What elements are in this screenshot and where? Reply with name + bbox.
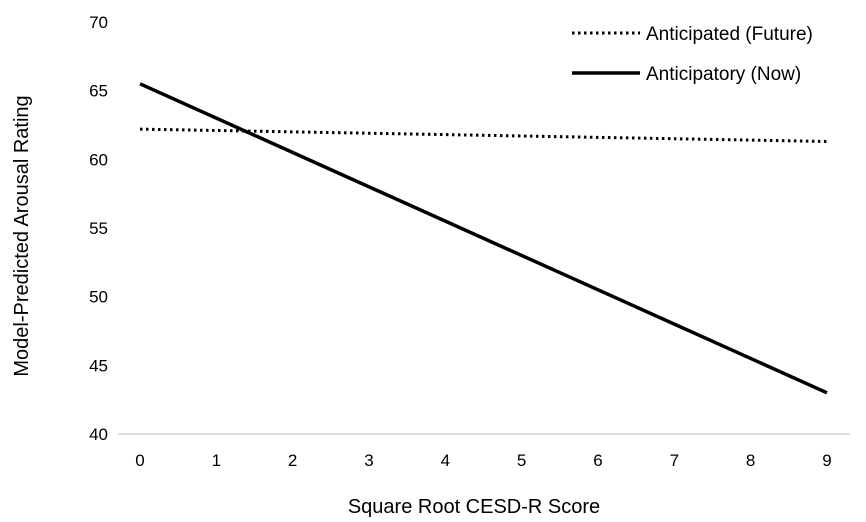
x-tick-label: 5 xyxy=(517,451,526,470)
y-tick-label: 70 xyxy=(89,13,108,32)
x-tick-labels: 0 1 2 3 4 5 6 7 8 9 xyxy=(135,451,831,470)
x-tick-label: 3 xyxy=(364,451,373,470)
x-tick-label: 8 xyxy=(746,451,755,470)
y-tick-label: 65 xyxy=(89,82,108,101)
x-axis-label: Square Root CESD-R Score xyxy=(348,496,600,518)
x-tick-label: 2 xyxy=(288,451,297,470)
y-tick-label: 40 xyxy=(89,425,108,444)
y-axis-title: Model-Predicted Arousal Rating xyxy=(11,95,33,376)
y-tick-label: 60 xyxy=(89,150,108,169)
x-tick-label: 0 xyxy=(135,451,144,470)
series-line-anticipated-future xyxy=(139,127,828,143)
x-tick-label: 7 xyxy=(670,451,679,470)
y-tick-label: 45 xyxy=(89,356,108,375)
y-axis-label: Model-Predicted Arousal Rating xyxy=(11,95,33,376)
legend-label: Anticipated (Future) xyxy=(646,24,813,45)
series-line-anticipatory-now xyxy=(139,82,828,395)
x-tick-label: 9 xyxy=(822,451,831,470)
y-tick-labels: 40 45 50 55 60 65 70 xyxy=(89,13,108,444)
series-layer xyxy=(139,82,828,395)
x-tick-label: 4 xyxy=(441,451,450,470)
x-tick-label: 6 xyxy=(593,451,602,470)
y-tick-label: 55 xyxy=(89,219,108,238)
legend-label: Anticipatory (Now) xyxy=(646,64,801,85)
x-tick-label: 1 xyxy=(212,451,221,470)
y-tick-label: 50 xyxy=(89,288,108,307)
legend: Anticipated (Future) Anticipatory (Now) xyxy=(572,24,813,85)
